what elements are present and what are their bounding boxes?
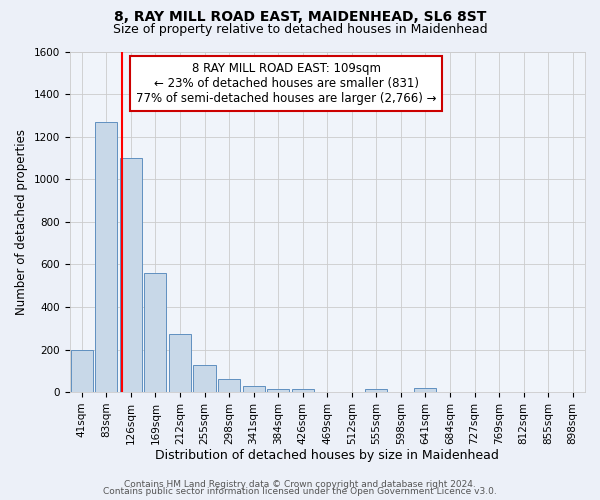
Y-axis label: Number of detached properties: Number of detached properties xyxy=(15,129,28,315)
Bar xyxy=(292,389,314,392)
Bar xyxy=(169,334,191,392)
Bar xyxy=(365,389,388,392)
Text: Size of property relative to detached houses in Maidenhead: Size of property relative to detached ho… xyxy=(113,22,487,36)
Bar xyxy=(218,380,240,392)
Bar xyxy=(95,122,118,392)
Bar xyxy=(415,388,436,392)
X-axis label: Distribution of detached houses by size in Maidenhead: Distribution of detached houses by size … xyxy=(155,450,499,462)
Bar xyxy=(267,389,289,392)
Bar xyxy=(145,273,166,392)
Bar xyxy=(71,350,93,392)
Bar xyxy=(242,386,265,392)
Text: Contains HM Land Registry data © Crown copyright and database right 2024.: Contains HM Land Registry data © Crown c… xyxy=(124,480,476,489)
Text: Contains public sector information licensed under the Open Government Licence v3: Contains public sector information licen… xyxy=(103,487,497,496)
Text: 8 RAY MILL ROAD EAST: 109sqm
← 23% of detached houses are smaller (831)
77% of s: 8 RAY MILL ROAD EAST: 109sqm ← 23% of de… xyxy=(136,62,436,104)
Bar xyxy=(120,158,142,392)
Text: 8, RAY MILL ROAD EAST, MAIDENHEAD, SL6 8ST: 8, RAY MILL ROAD EAST, MAIDENHEAD, SL6 8… xyxy=(114,10,486,24)
Bar xyxy=(193,366,215,392)
